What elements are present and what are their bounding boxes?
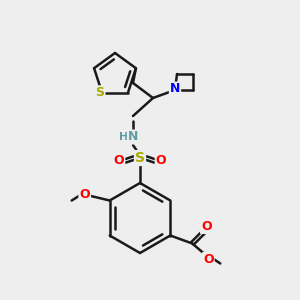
Text: S: S (96, 86, 105, 99)
Text: O: O (114, 154, 124, 167)
Text: O: O (203, 253, 214, 266)
Text: N: N (128, 130, 138, 143)
Text: N: N (170, 82, 180, 95)
Text: O: O (156, 154, 166, 167)
Text: S: S (135, 151, 145, 165)
Text: O: O (201, 220, 211, 233)
Text: O: O (80, 188, 90, 201)
Text: H: H (119, 132, 129, 142)
